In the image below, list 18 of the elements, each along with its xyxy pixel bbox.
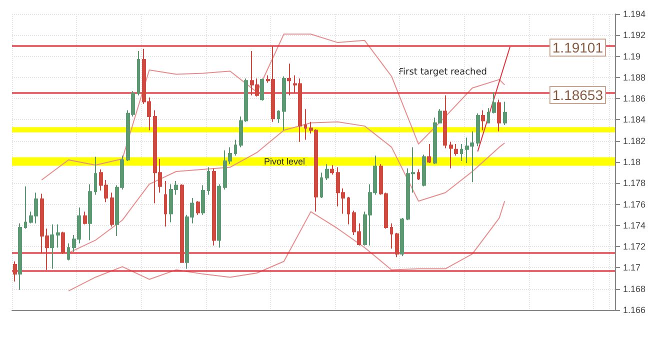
y-tick-label: 1.166: [623, 305, 646, 315]
y-tick-label: 1.174: [623, 220, 646, 230]
y-tick-label: 1.194: [623, 9, 646, 19]
y-tick-label: 1.18: [623, 157, 641, 167]
y-tick-label: 1.184: [623, 114, 646, 125]
y-tick-label: 1.17: [623, 262, 641, 273]
y-tick-label: 1.178: [623, 178, 646, 188]
y-tick-label: 1.182: [623, 136, 646, 146]
y-tick-label: 1.172: [623, 242, 646, 252]
y-tick-label: 1.188: [623, 72, 646, 82]
y-tick-label: 1.192: [623, 30, 646, 40]
y-tick-label: 1.186: [623, 94, 646, 104]
y-tick-label: 1.168: [623, 284, 646, 294]
band-label: Pivot level: [264, 156, 306, 166]
y-tick-label: 1.176: [623, 199, 646, 210]
y-tick-label: 1.19: [623, 51, 641, 62]
ref-line-label: 1.18653: [552, 86, 604, 103]
ref-line-label: 1.19101: [552, 40, 604, 56]
